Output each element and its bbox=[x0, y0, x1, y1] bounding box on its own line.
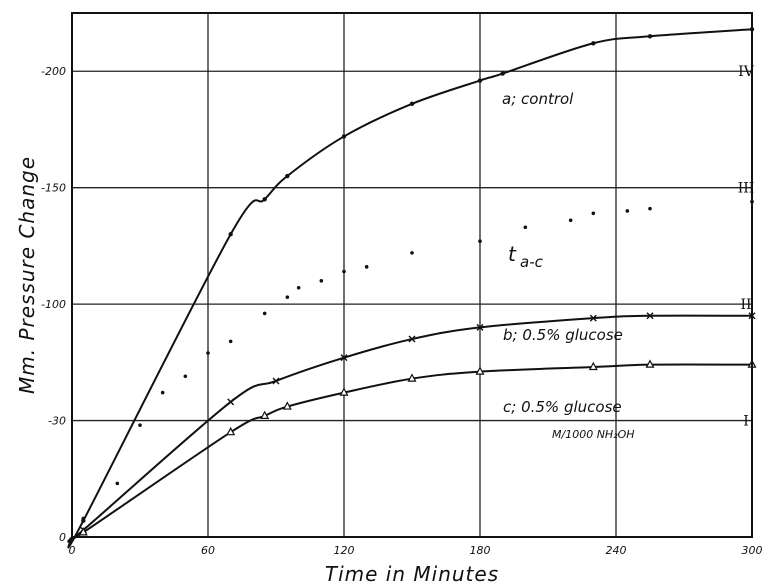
x-axis-title: Time in Minutes bbox=[325, 562, 499, 586]
x-tick-label: 60 bbox=[201, 544, 215, 557]
marker-x-stroke bbox=[589, 314, 597, 322]
annotation-a-control: a; control bbox=[502, 90, 574, 108]
marker-dot bbox=[410, 251, 414, 255]
y-tick-label: 0 bbox=[59, 531, 66, 544]
marker-x-stroke bbox=[646, 312, 654, 320]
series-line-0 bbox=[67, 28, 753, 549]
marker-triangle bbox=[645, 359, 655, 368]
marker-x-stroke bbox=[408, 335, 416, 343]
marker-x bbox=[646, 312, 654, 320]
marker-dot bbox=[591, 211, 596, 216]
series-curves bbox=[67, 28, 753, 549]
marker-dot bbox=[319, 279, 324, 283]
right-axis-label: IV bbox=[738, 64, 755, 80]
marker-dot bbox=[228, 232, 233, 237]
marker-dot bbox=[477, 78, 483, 83]
x-tick-labels: 0 60 120 180 240 300 bbox=[69, 544, 763, 557]
marker-dot bbox=[647, 34, 653, 39]
y-tick-label: -30 bbox=[48, 415, 66, 428]
annotation-t: t bbox=[508, 242, 517, 266]
marker-x bbox=[272, 377, 280, 385]
series-line-1 bbox=[67, 314, 753, 543]
marker-dot bbox=[138, 423, 142, 428]
marker-dot bbox=[568, 218, 573, 223]
x-tick-label: 180 bbox=[470, 544, 491, 557]
marker-dot bbox=[523, 225, 528, 230]
marker-dot bbox=[285, 173, 290, 179]
marker-dot bbox=[262, 311, 267, 316]
marker-x bbox=[340, 354, 348, 362]
grid-lines bbox=[71, 13, 753, 538]
marker-dot bbox=[81, 516, 86, 521]
marker-dot bbox=[160, 390, 165, 395]
marker-dot bbox=[228, 339, 233, 344]
marker-dot bbox=[206, 351, 210, 355]
marker-dot bbox=[285, 295, 290, 299]
y-tick-labels: 0 -30 -100 -150 -200 bbox=[41, 65, 66, 544]
marker-triangle bbox=[407, 373, 417, 382]
marker-x-stroke bbox=[476, 323, 484, 331]
marker-triangle bbox=[78, 527, 88, 536]
x-tick-label: 300 bbox=[742, 544, 763, 557]
plot-frame bbox=[71, 12, 753, 538]
marker-x bbox=[408, 335, 416, 343]
marker-dot bbox=[262, 197, 267, 202]
marker-x bbox=[589, 314, 597, 322]
marker-dot bbox=[500, 71, 505, 76]
x-tick-label: 120 bbox=[334, 544, 355, 557]
marker-x-stroke bbox=[272, 377, 280, 385]
marker-dot bbox=[364, 265, 369, 269]
y-tick-label: -150 bbox=[41, 182, 66, 195]
marker-triangle bbox=[475, 366, 485, 375]
marker-x-stroke bbox=[227, 398, 235, 406]
annotation-a-c: a-c bbox=[520, 253, 544, 271]
right-axis-label: I bbox=[743, 414, 749, 430]
marker-dot bbox=[183, 374, 188, 379]
marker-x bbox=[476, 323, 484, 331]
annotation-b-glucose: b; 0.5% glucose bbox=[503, 326, 623, 344]
series-markers bbox=[78, 27, 757, 536]
marker-dot bbox=[478, 239, 482, 244]
marker-triangle bbox=[588, 361, 598, 371]
marker-triangle bbox=[226, 426, 236, 436]
marker-dot bbox=[409, 101, 415, 107]
marker-dot bbox=[115, 481, 120, 486]
marker-x-stroke bbox=[340, 354, 348, 362]
marker-triangle bbox=[282, 401, 292, 410]
x-tick-label: 0 bbox=[69, 544, 76, 557]
marker-triangle bbox=[339, 387, 349, 396]
marker-dot bbox=[591, 41, 596, 46]
right-axis-label: II bbox=[740, 297, 751, 313]
marker-x bbox=[227, 398, 235, 406]
marker-dot bbox=[296, 286, 301, 290]
y-axis-title: Mm. Pressure Change bbox=[15, 156, 39, 394]
y-tick-label: -100 bbox=[41, 298, 66, 311]
marker-dot bbox=[341, 134, 347, 139]
marker-dot bbox=[625, 209, 630, 213]
marker-triangle bbox=[260, 410, 270, 419]
y-tick-label: -200 bbox=[41, 65, 66, 78]
x-tick-label: 240 bbox=[606, 544, 627, 557]
marker-dot bbox=[648, 206, 652, 211]
annotation-hydroxylamine: M/1000 NH₂OH bbox=[552, 428, 635, 441]
right-axis-label: III bbox=[738, 181, 755, 197]
annotation-c-glucose: c; 0.5% glucose bbox=[503, 398, 622, 416]
marker-dot bbox=[342, 269, 346, 274]
